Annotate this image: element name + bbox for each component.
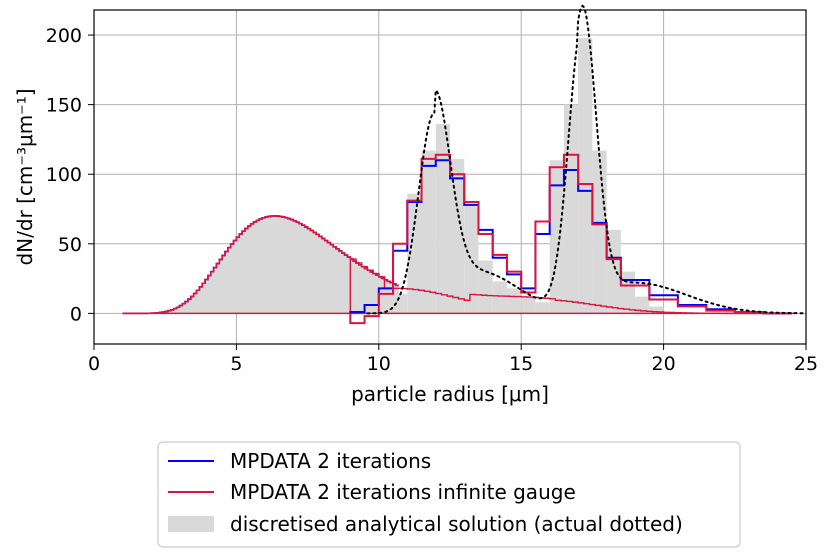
analytical-bar	[635, 296, 650, 314]
analytical-bar	[649, 306, 664, 314]
analytical-bar	[535, 302, 550, 314]
analytical-bar	[506, 288, 522, 314]
x-tick-label: 15	[509, 353, 533, 375]
analytical-bar	[435, 124, 450, 314]
x-tick-label: 0	[88, 353, 100, 375]
analytical-bar	[620, 271, 636, 314]
analytical-bar	[592, 150, 607, 314]
y-tick-label: 0	[70, 303, 82, 325]
analytical-bar	[421, 150, 436, 314]
legend-label-analytical: discretised analytical solution (actual …	[230, 512, 683, 536]
legend: MPDATA 2 iterations MPDATA 2 iterations …	[157, 441, 741, 548]
analytical-bar	[563, 104, 579, 314]
legend-swatch-analytical	[168, 516, 214, 532]
analytical-bar	[450, 158, 465, 314]
analytical-bar	[407, 193, 422, 314]
analytical-bar	[464, 204, 479, 314]
analytical-bar	[578, 37, 593, 314]
y-tick-label: 200	[46, 25, 82, 47]
x-tick-label: 5	[230, 353, 242, 375]
y-axis-label: dN/dr [cm⁻³μm⁻¹]	[13, 88, 37, 265]
analytical-bar	[549, 160, 564, 314]
x-tick-label: 20	[652, 353, 676, 375]
mpdata-infinite-gauge-step-line	[349, 153, 792, 325]
step-series	[349, 153, 792, 325]
x-axis-label: particle radius [μm]	[351, 382, 549, 406]
legend-label-mpdata-infinite-gauge: MPDATA 2 iterations infinite gauge	[230, 480, 576, 504]
analytical-dotted-line	[366, 4, 806, 315]
analytical-bar	[521, 296, 536, 314]
y-tick-label: 100	[46, 164, 82, 186]
axis-ticks: 0 5 10 15 20 25 0 50 100 150 200	[46, 25, 818, 375]
legend-label-mpdata: MPDATA 2 iterations	[230, 449, 431, 473]
y-tick-label: 50	[58, 234, 82, 256]
analytical-bar	[478, 260, 493, 314]
legend-box	[157, 441, 741, 548]
x-tick-label: 10	[367, 353, 391, 375]
analytical-mode-1-fill	[122, 215, 399, 314]
plot-frame	[93, 9, 807, 345]
analytical-dotted-curve	[366, 4, 806, 315]
analytical-bar	[492, 281, 507, 314]
y-tick-label: 150	[46, 95, 82, 117]
smooth-distribution-curves	[122, 215, 795, 315]
x-tick-label: 25	[794, 353, 818, 375]
